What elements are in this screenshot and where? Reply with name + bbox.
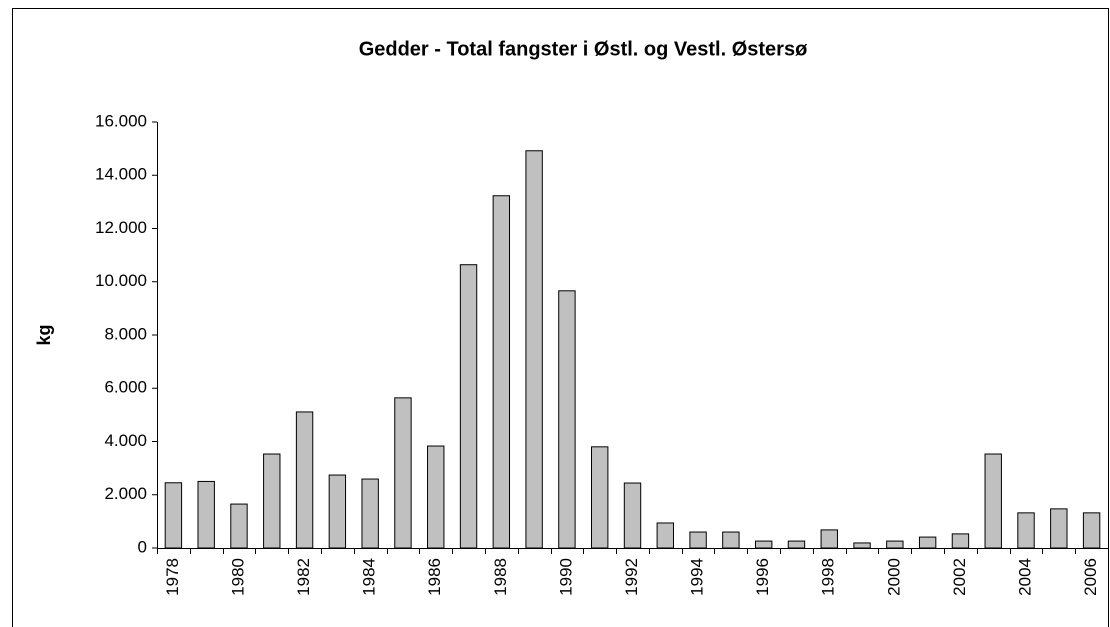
x-tick-label: 1978 [163,558,182,596]
bar [525,150,543,549]
x-tick-label: 1996 [753,558,772,596]
y-tick-label: 0 [138,537,147,556]
x-tick-label: 1998 [819,558,838,596]
bar [197,480,215,549]
x-tick-label: 1984 [360,558,379,596]
bar [951,533,970,549]
y-tick-label: 12.000 [95,218,147,237]
x-tick-label: 1986 [425,558,444,596]
x-tick-label: 1982 [294,558,313,596]
bar [787,540,806,549]
y-tick-label: 6.000 [104,378,147,397]
bar [263,453,281,549]
bar [1017,512,1035,549]
bar [722,531,740,549]
y-axis-label: kg [34,324,54,345]
x-tick-label: 1994 [688,558,707,596]
bar [591,446,609,549]
bar [558,290,576,549]
y-tick-label: 14.000 [95,165,147,184]
x-tick-label: 2006 [1081,558,1100,596]
bar [328,474,347,549]
bar [689,531,707,549]
bar [459,264,478,549]
x-tick-label: 1988 [491,558,510,596]
bar [1050,508,1068,549]
bar [1082,512,1101,549]
y-tick-label: 4.000 [104,431,147,450]
x-tick-label: 2002 [950,558,969,596]
bar [164,482,183,549]
x-tick-label: 1990 [556,558,575,596]
bar [295,411,314,549]
x-tick-label: 1992 [622,558,641,596]
bar [754,540,773,549]
x-tick-label: 2004 [1016,558,1035,596]
bar [918,536,937,549]
bar [361,478,379,549]
y-tick-label: 10.000 [95,271,147,290]
y-tick-label: 8.000 [104,324,147,343]
bar [820,529,838,549]
bar [623,482,642,549]
bar [492,195,511,549]
x-tick-label: 1980 [228,558,247,596]
bar [230,503,248,549]
bar [427,445,445,549]
bar [984,453,1002,549]
y-tick-label: 2.000 [104,484,147,503]
y-tick-label: 16.000 [95,111,147,130]
bar [853,542,871,549]
bar [394,397,412,549]
bar [656,522,674,549]
x-tick-label: 2000 [884,558,903,596]
chart-title: Gedder - Total fangster i Østl. og Vestl… [359,38,808,60]
bar [886,540,904,549]
